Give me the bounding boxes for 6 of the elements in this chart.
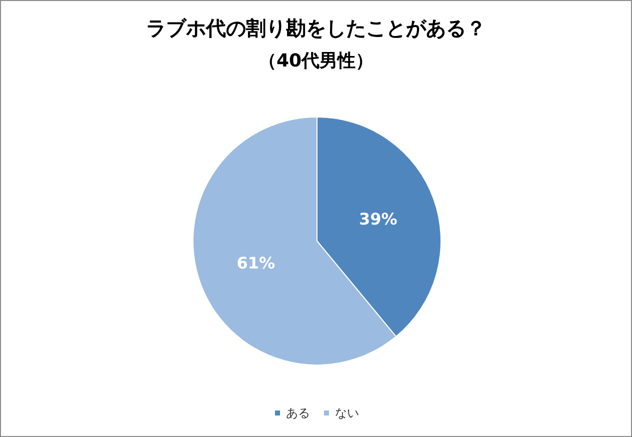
legend-label: ある	[286, 406, 310, 420]
data-label: 39%	[359, 209, 398, 228]
chart-subtitle: （40代男性）	[258, 50, 374, 72]
data-label: 61%	[236, 254, 275, 273]
chart-title: ラブホ代の割り勘をしたことがある？	[146, 16, 486, 40]
legend-label: ない	[335, 406, 359, 420]
